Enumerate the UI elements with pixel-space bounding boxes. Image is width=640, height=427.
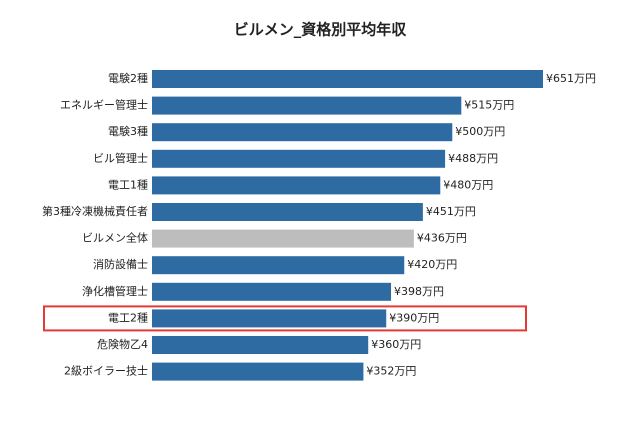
y-tick-label: 電験3種 bbox=[108, 124, 148, 138]
value-label: ¥515万円 bbox=[464, 99, 514, 112]
bar bbox=[152, 229, 414, 248]
y-tick-label: 電工2種 bbox=[108, 310, 148, 324]
value-label: ¥480万円 bbox=[443, 178, 493, 191]
y-tick-label: 2級ボイラー技士 bbox=[64, 365, 148, 378]
bar bbox=[152, 362, 364, 381]
bar bbox=[152, 336, 369, 354]
bar bbox=[152, 70, 543, 88]
bar bbox=[152, 96, 462, 115]
value-label: ¥360万円 bbox=[371, 338, 421, 351]
bar bbox=[152, 203, 423, 221]
value-label: ¥390万円 bbox=[389, 311, 439, 324]
bar bbox=[152, 149, 446, 168]
bar bbox=[152, 256, 405, 275]
value-label: ¥651万円 bbox=[546, 72, 596, 85]
y-tick-label: ビルメン全体 bbox=[82, 231, 148, 245]
y-tick-label: 電験2種 bbox=[108, 71, 148, 85]
value-label: ¥398万円 bbox=[394, 285, 444, 298]
y-tick-label: ビル管理士 bbox=[93, 151, 148, 165]
value-label: ¥500万円 bbox=[455, 125, 505, 138]
chart-title: ビルメン_資格別平均年収 bbox=[234, 21, 408, 39]
value-label: ¥352万円 bbox=[366, 365, 416, 378]
value-label: ¥488万円 bbox=[448, 152, 498, 165]
value-label: ¥436万円 bbox=[417, 232, 467, 245]
y-tick-label: 電工1種 bbox=[108, 177, 148, 191]
bar bbox=[152, 176, 441, 195]
y-tick-label: 危険物乙4 bbox=[97, 337, 148, 351]
y-tick-label: 第3種冷凍機械責任者 bbox=[42, 204, 148, 218]
bar bbox=[152, 309, 387, 328]
value-label: ¥451万円 bbox=[426, 205, 476, 218]
y-tick-label: 消防設備士 bbox=[93, 257, 148, 271]
value-label: ¥420万円 bbox=[407, 258, 457, 271]
bar bbox=[152, 123, 453, 142]
highlight-box bbox=[43, 305, 527, 332]
y-tick-label: 浄化槽管理士 bbox=[82, 284, 148, 298]
y-tick-label: エネルギー管理士 bbox=[60, 98, 148, 112]
bar bbox=[152, 282, 392, 301]
